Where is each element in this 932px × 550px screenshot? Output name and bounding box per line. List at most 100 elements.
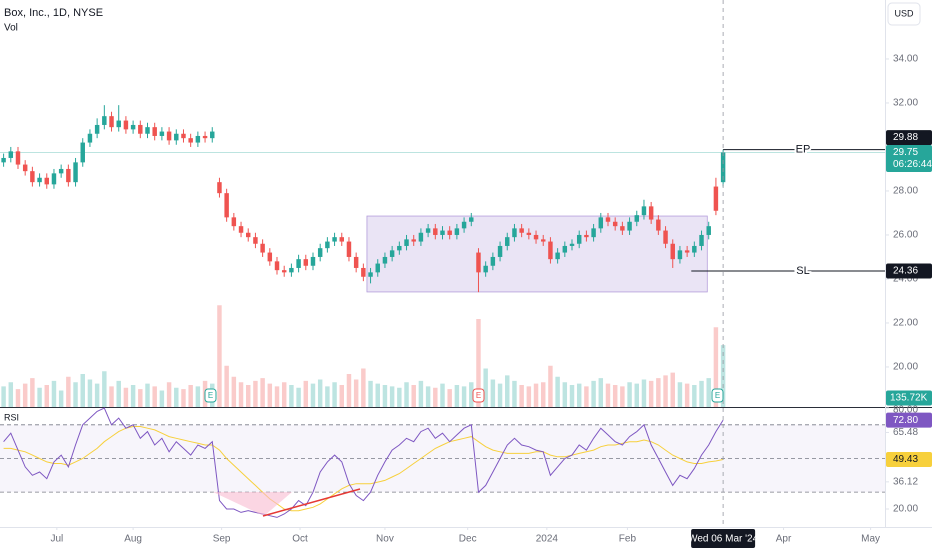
svg-text:E: E [208, 391, 213, 400]
candle-body [591, 228, 596, 238]
candle-body [483, 265, 488, 273]
y-tick-label: 32.00 [893, 98, 918, 109]
candle-body [469, 217, 474, 222]
candle-body [87, 133, 93, 143]
volume-bar [102, 371, 107, 407]
volume-bar [289, 385, 294, 407]
candle-body [181, 133, 186, 139]
candle-body [253, 237, 258, 244]
volume-bar [505, 375, 510, 407]
candle-body [274, 261, 280, 271]
currency[interactable]: USD [894, 8, 914, 18]
candle-body [138, 124, 143, 134]
divergence-line [262, 488, 361, 517]
candle-body [51, 173, 57, 185]
candle-body [670, 243, 675, 260]
rsi-tick-label: 80.00 [893, 405, 918, 416]
volume-bar [253, 380, 258, 407]
volume-bar [541, 382, 546, 407]
candle-body [562, 245, 568, 253]
currency-button[interactable] [887, 2, 921, 26]
candle-body [389, 250, 395, 257]
candle-body [73, 162, 78, 183]
volume-bar [145, 383, 150, 407]
candle-body [246, 232, 251, 238]
candle-body [648, 206, 654, 220]
volume-bar [634, 383, 639, 407]
candle-body [58, 168, 64, 174]
candle-body [310, 256, 316, 266]
y-tick-label: 20.00 [893, 362, 918, 373]
candle-body [433, 228, 438, 235]
candle-body [476, 252, 481, 273]
candle-body [663, 230, 668, 244]
earnings-marker[interactable]: E [711, 388, 724, 403]
candle-body [627, 221, 632, 231]
rsi-ma-line [3, 426, 724, 512]
volume-bar [281, 382, 287, 407]
candle-body [353, 256, 359, 268]
volume-bar [310, 383, 316, 407]
volume-label: 135.72K [890, 393, 928, 404]
volume-bar [584, 386, 589, 407]
volume-bar [447, 389, 452, 407]
volume-bar [166, 382, 172, 407]
stop-price-label: 24.36 [893, 266, 918, 277]
volume-bar [217, 305, 222, 407]
volume-bar [425, 386, 431, 407]
volume-bar [361, 368, 366, 407]
volume-bar [512, 380, 517, 407]
svg-text:E: E [476, 391, 481, 400]
volume-bar [260, 378, 265, 407]
candle-body [130, 124, 136, 130]
x-tick-label: Dec [459, 534, 477, 545]
divergence-fill [213, 492, 292, 516]
volume-bar [706, 378, 711, 407]
volume-bar [548, 365, 553, 407]
volume-bar [116, 380, 121, 407]
stop-price-tag [886, 263, 932, 279]
candle-body [397, 245, 402, 251]
volume-bar [461, 386, 467, 407]
candle-body [152, 127, 157, 136]
volume-bar [87, 379, 93, 407]
candle-body [37, 177, 42, 183]
crosshair-label: Wed 06 Mar '24 [688, 534, 759, 545]
volume-bar [152, 386, 157, 407]
candle-body [418, 232, 424, 242]
candle-body [641, 206, 647, 216]
candle-body [447, 230, 452, 235]
volume-bar [476, 319, 481, 407]
candle-body [66, 168, 71, 183]
candle-body [317, 248, 323, 257]
candle-body [80, 142, 85, 163]
candle-body [30, 171, 35, 183]
volume-bar [346, 374, 352, 407]
candle-body [692, 245, 697, 253]
x-tick-label: Jul [50, 534, 63, 545]
candle-body [605, 217, 611, 222]
candle-body [533, 234, 539, 240]
candle-body [706, 226, 711, 235]
entry-price-label: 29.88 [893, 132, 918, 143]
candle-body [224, 193, 229, 218]
candle-body [238, 226, 244, 233]
volume-bar [648, 380, 654, 407]
volume-bar [627, 382, 632, 407]
volume-bar [569, 385, 575, 407]
volume-bar [497, 383, 503, 407]
volume-bar [224, 365, 229, 407]
earnings-marker[interactable]: E [204, 388, 217, 403]
entry-name: EP [796, 144, 811, 156]
candle-body [260, 243, 265, 253]
volume-title: Vol [4, 23, 18, 34]
candle-body [22, 164, 28, 172]
rsi-line [3, 407, 724, 518]
volume-bar [389, 386, 395, 407]
candle-body [505, 237, 510, 246]
volume-bar [58, 390, 64, 407]
candle-body [612, 221, 618, 227]
earnings-marker[interactable]: E [472, 388, 485, 403]
volume-bar [656, 378, 661, 407]
